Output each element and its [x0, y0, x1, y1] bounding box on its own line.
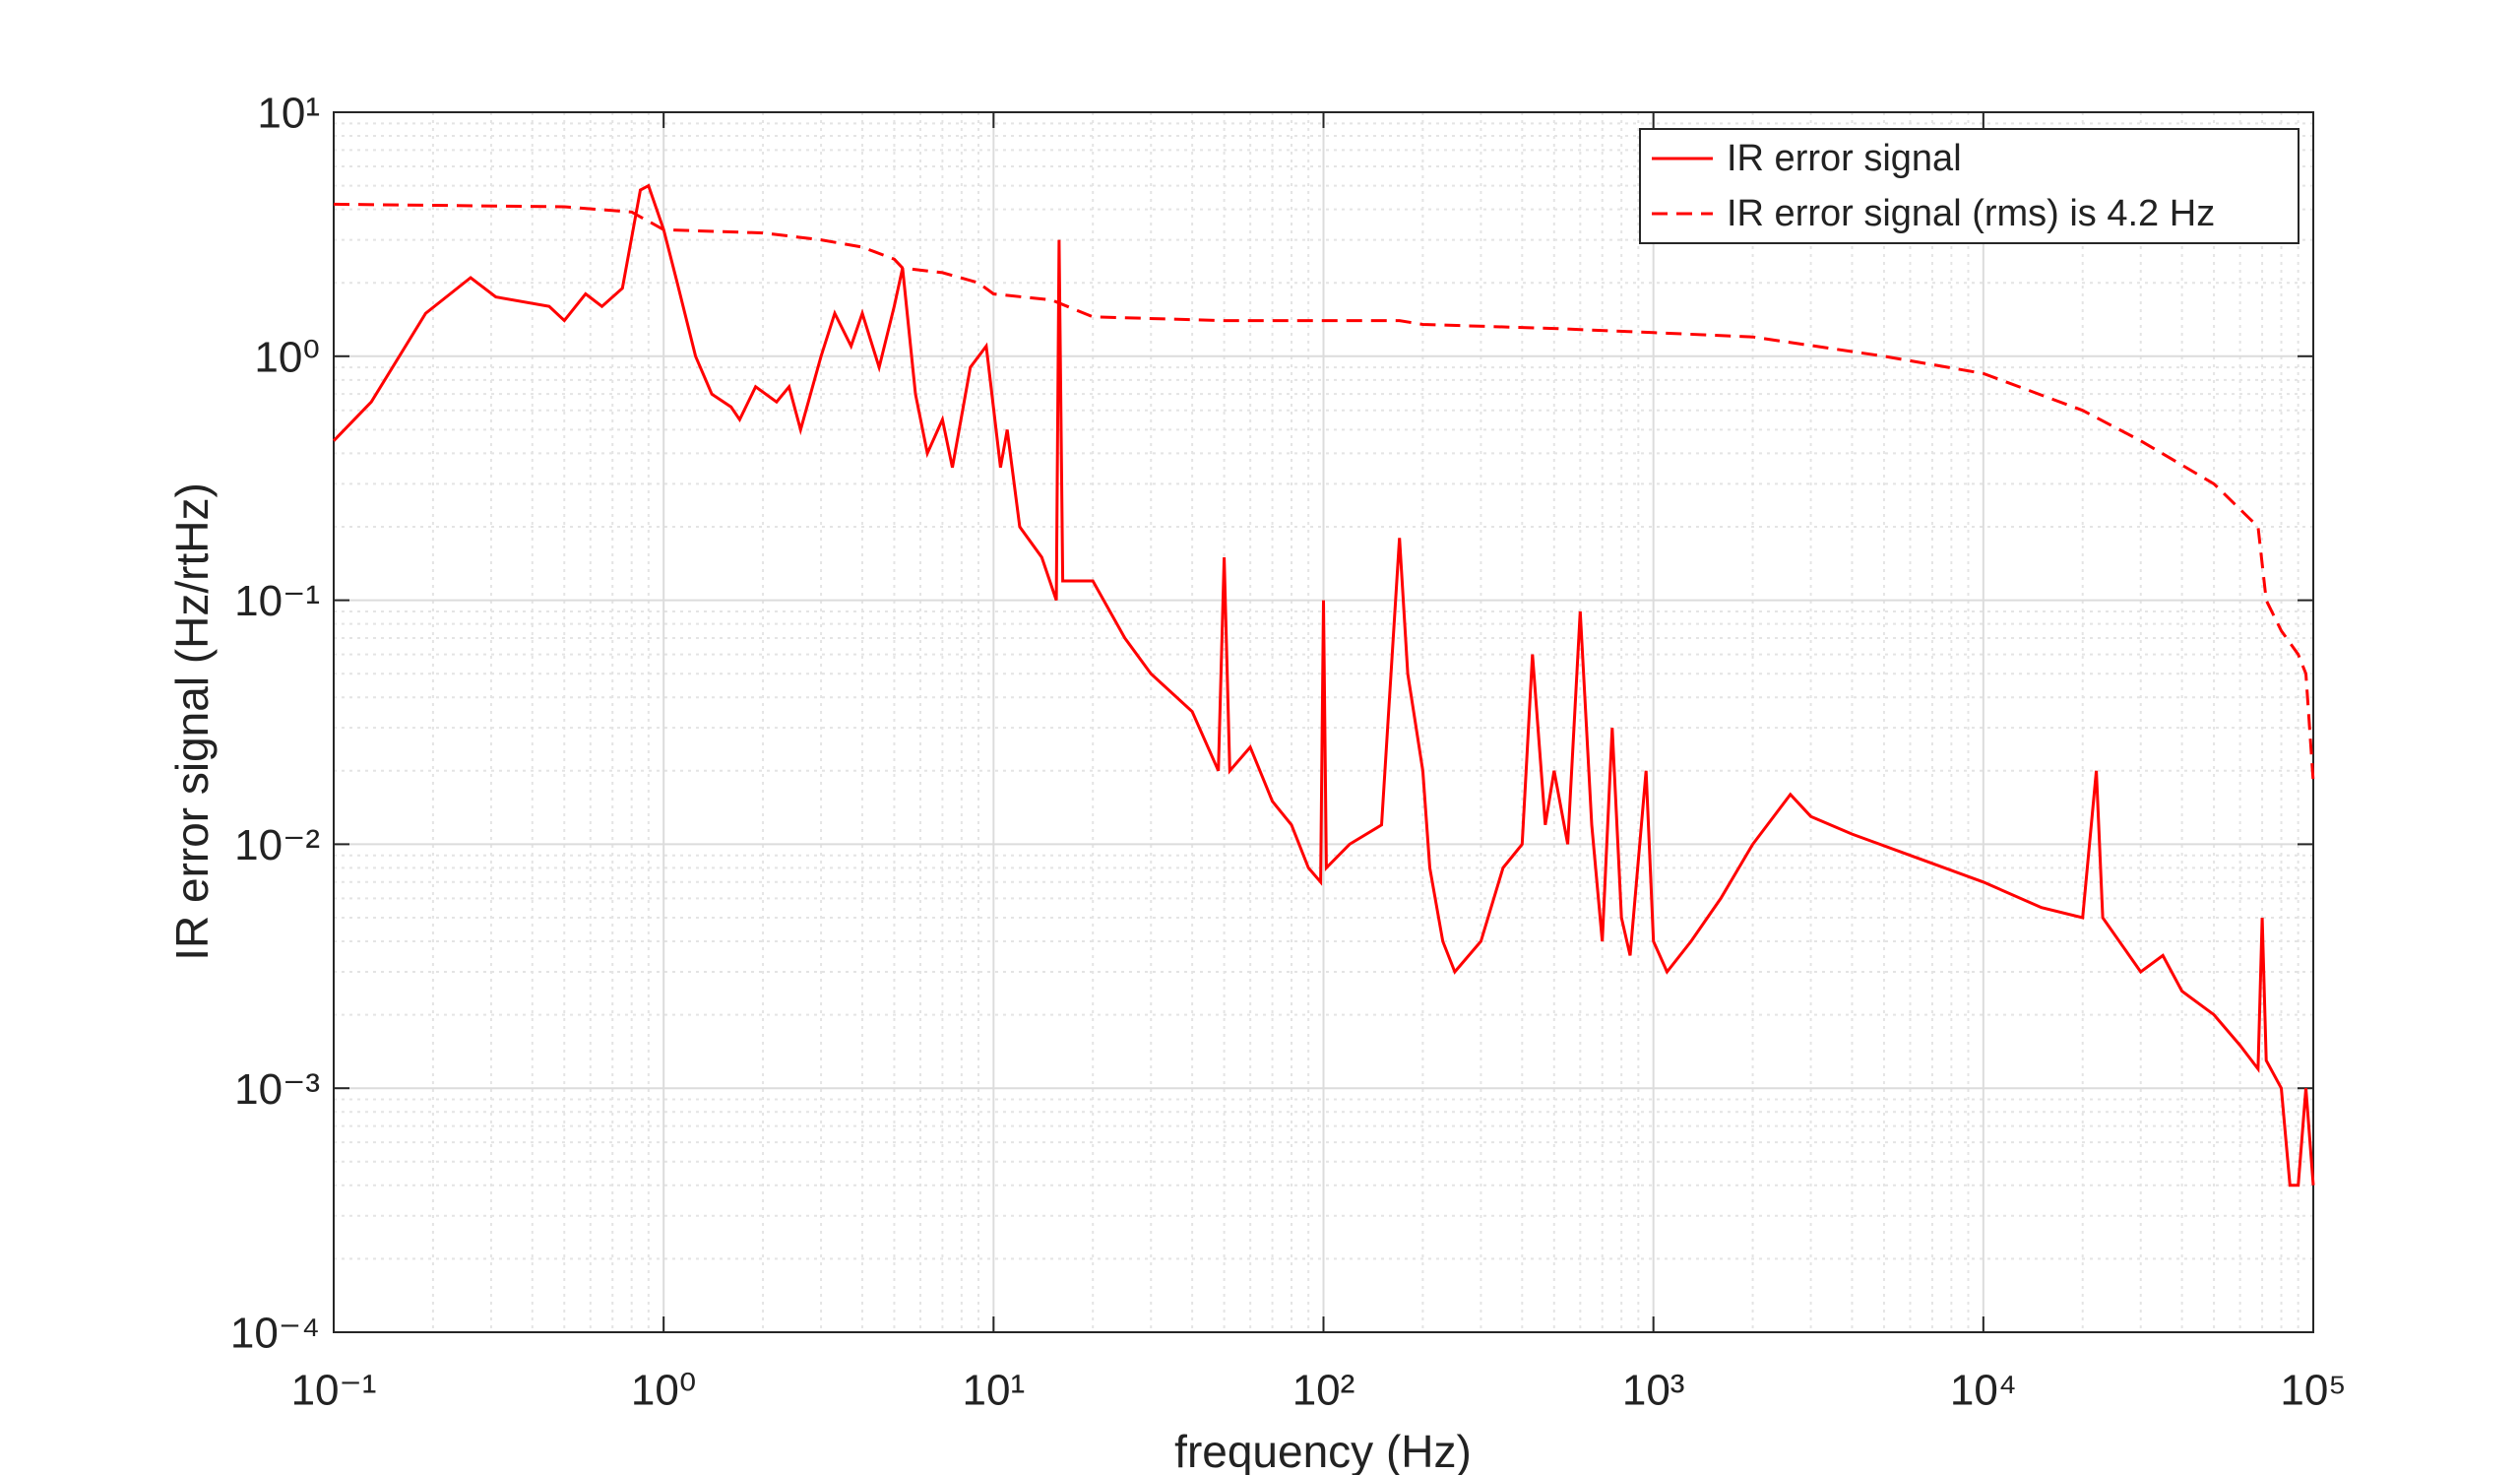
y-tick-label: 10⁻⁴	[230, 1310, 320, 1358]
x-tick-label: 10²	[1292, 1367, 1355, 1415]
y-tick-label: 10⁻²	[234, 821, 320, 869]
y-tick-label: 10¹	[257, 90, 320, 138]
plot-frame	[333, 111, 2314, 1333]
x-tick-label: 10⁻¹	[291, 1367, 377, 1415]
x-axis-label: frequency (Hz)	[1174, 1426, 1472, 1475]
series-line	[333, 202, 2315, 783]
y-tick-label: 10⁰	[254, 333, 320, 381]
x-tick-label: 10³	[1622, 1367, 1685, 1415]
legend-box	[1639, 128, 2300, 244]
x-tick-label: 10¹	[963, 1367, 1026, 1415]
x-tick-label: 10⁵	[2280, 1367, 2346, 1415]
x-tick-label: 10⁰	[631, 1367, 697, 1415]
legend-label: IR error signal	[1727, 138, 1962, 179]
series-line	[332, 183, 2315, 1187]
y-tick-label: 10⁻³	[234, 1065, 320, 1114]
y-tick-label: 10⁻¹	[234, 577, 320, 625]
x-tick-label: 10⁴	[1950, 1367, 2017, 1415]
y-axis-label: IR error signal (Hz/rtHz)	[166, 482, 218, 961]
legend-label: IR error signal (rms) is 4.2 Hz	[1727, 193, 2215, 234]
